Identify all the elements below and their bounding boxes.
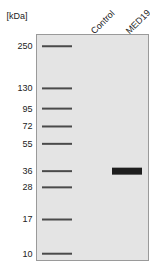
- svg-text:17: 17: [22, 214, 32, 224]
- svg-text:[kDa]: [kDa]: [7, 11, 28, 21]
- svg-text:72: 72: [22, 121, 32, 131]
- svg-text:95: 95: [22, 103, 32, 113]
- svg-text:250: 250: [17, 41, 32, 51]
- svg-text:Control: Control: [89, 8, 117, 36]
- svg-text:10: 10: [22, 249, 32, 259]
- svg-text:130: 130: [17, 83, 32, 93]
- svg-text:28: 28: [22, 182, 32, 192]
- svg-text:MED19: MED19: [124, 8, 150, 36]
- svg-text:55: 55: [22, 139, 32, 149]
- svg-text:36: 36: [22, 166, 32, 176]
